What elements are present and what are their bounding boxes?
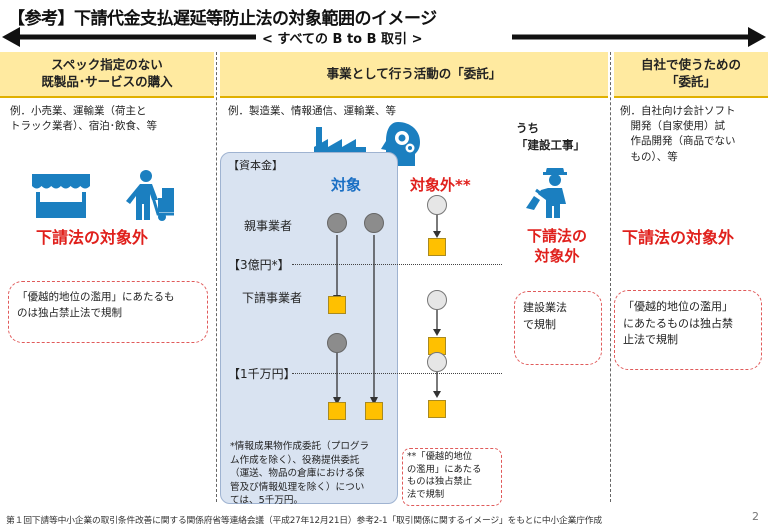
arrow-left-head-icon bbox=[2, 27, 20, 47]
parent-label: 親事業者 bbox=[244, 219, 293, 233]
capital-label: 【資本金】 bbox=[228, 159, 283, 172]
nontarget-parent-node bbox=[427, 290, 447, 310]
nontarget-sub-node bbox=[428, 238, 446, 256]
tier1-label: 【3億円*】 bbox=[228, 258, 290, 272]
col1-header: スペック指定のない 既製品･サービスの購入 bbox=[0, 52, 214, 98]
target-flow-lines bbox=[333, 235, 378, 405]
col4-note: 「優越的地位の濫用」 にあたるものは独占禁 止法で規制 bbox=[614, 290, 762, 370]
construction-worker-icon bbox=[526, 168, 567, 218]
col1-example: 例．小売業、運輸業（荷主と トラック業者）、宿泊･飲食、等 bbox=[10, 105, 157, 133]
parent-node bbox=[327, 213, 347, 233]
separator-1 bbox=[216, 52, 217, 502]
scope-label: < すべての B to B 取引 > bbox=[262, 32, 423, 47]
tier2-line bbox=[292, 373, 502, 374]
sub-node bbox=[328, 296, 346, 314]
page-number: 2 bbox=[752, 510, 759, 523]
col1-status: 下請法の対象外 bbox=[36, 228, 149, 247]
target-box bbox=[220, 152, 398, 504]
col3-header: うち 「建設工事」 bbox=[516, 121, 585, 152]
nontarget-flow-lines bbox=[433, 215, 441, 398]
sub-label: 下請事業者 bbox=[242, 291, 303, 305]
footnote-star: *情報成果物作成委託（プログラ ム作成を除く）、役務提供委託 （運送、物品の倉庫… bbox=[230, 441, 370, 507]
scope-arrow bbox=[2, 27, 766, 47]
sub-node bbox=[365, 402, 383, 420]
separator-2 bbox=[610, 52, 611, 502]
nontarget-parent-node bbox=[427, 352, 447, 372]
col4-status: 下請法の対象外 bbox=[622, 228, 735, 247]
col4-header: 自社で使うための 「委託」 bbox=[614, 52, 768, 98]
nontarget-parent-node bbox=[427, 195, 447, 215]
market-stall-icon bbox=[31, 174, 90, 218]
page-title: 【参考】下請代金支払遅延等防止法の対象範囲のイメージ bbox=[8, 9, 437, 29]
nontarget-label: 対象外** bbox=[410, 176, 471, 194]
parent-node bbox=[364, 213, 384, 233]
sub-node bbox=[328, 402, 346, 420]
footnote-dstar: **「優越的地位 の濫用」にあたる ものは独占禁止 法で規制 bbox=[402, 448, 502, 506]
target-label: 対象 bbox=[331, 176, 362, 194]
col2-header: 事業として行う活動の「委託」 bbox=[220, 52, 608, 98]
arrow-right-head-icon bbox=[748, 27, 766, 47]
delivery-worker-icon bbox=[126, 170, 174, 221]
source-footer: 第１回下請等中小企業の取引条件改善に関する関係府省等連絡会議（平成27年12月2… bbox=[6, 516, 603, 526]
col2-example: 例．製造業、情報通信、運輸業、等 bbox=[228, 105, 396, 117]
parent-node bbox=[327, 333, 347, 353]
tier1-line bbox=[292, 264, 502, 265]
tier2-label: 【1千万円】 bbox=[228, 367, 296, 381]
col1-note: 「優越的地位の濫用」にあたるも のは独占禁止法で規制 bbox=[8, 281, 208, 343]
col3-status: 下請法の 対象外 bbox=[526, 227, 587, 266]
col4-example: 例．自社向け会計ソフト 開発（自家使用）試 作品開発（商品でない もの）、等 bbox=[620, 105, 736, 163]
col3-note: 建設業法 で規制 bbox=[514, 291, 602, 365]
nontarget-sub-node bbox=[428, 400, 446, 418]
